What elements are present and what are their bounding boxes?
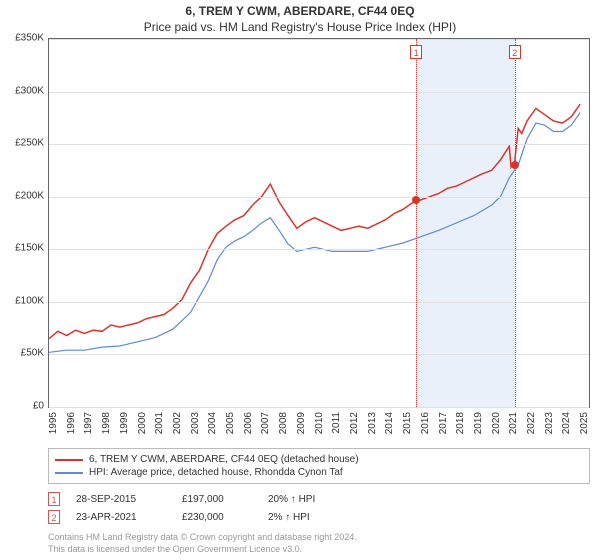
x-tick-label: 1996 [66, 412, 77, 434]
legend-item: 6, TREM Y CWM, ABERDARE, CF44 0EQ (detac… [55, 453, 583, 466]
x-tick-label: 2008 [278, 412, 289, 434]
x-tick-label: 2015 [402, 412, 413, 434]
footer-line: This data is licensed under the Open Gov… [48, 544, 590, 556]
x-tick-label: 2019 [473, 412, 484, 434]
plot-area: 12 [48, 38, 590, 408]
x-tick-label: 2001 [154, 412, 165, 434]
x-tick-label: 2000 [137, 412, 148, 434]
legend-item: HPI: Average price, detached house, Rhon… [55, 466, 583, 479]
chart-subtitle: Price paid vs. HM Land Registry's House … [0, 18, 600, 38]
x-tick-label: 2007 [260, 412, 271, 434]
vertical-marker-label: 1 [410, 45, 422, 59]
x-tick-label: 2018 [455, 412, 466, 434]
x-tick-label: 1997 [83, 412, 94, 434]
x-tick-label: 2004 [207, 412, 218, 434]
event-marker-icon: 2 [48, 510, 60, 524]
chart-container: 6, TREM Y CWM, ABERDARE, CF44 0EQ Price … [0, 0, 600, 560]
chart-title: 6, TREM Y CWM, ABERDARE, CF44 0EQ [0, 0, 600, 18]
legend-label: 6, TREM Y CWM, ABERDARE, CF44 0EQ (detac… [89, 454, 359, 465]
event-point-marker [511, 161, 519, 169]
x-tick-label: 1995 [48, 412, 59, 434]
event-date: 23-APR-2021 [76, 512, 166, 523]
y-tick-label: £250K [15, 138, 44, 149]
x-tick-label: 2020 [491, 412, 502, 434]
event-price: £230,000 [182, 512, 252, 523]
x-tick-label: 2013 [367, 412, 378, 434]
events-table: 1 28-SEP-2015 £197,000 20% ↑ HPI 2 23-AP… [48, 490, 590, 526]
x-tick-label: 2005 [225, 412, 236, 434]
x-tick-label: 2012 [349, 412, 360, 434]
x-tick-label: 2016 [420, 412, 431, 434]
y-tick-label: £0 [33, 401, 44, 412]
event-change: 2% ↑ HPI [268, 512, 310, 523]
legend: 6, TREM Y CWM, ABERDARE, CF44 0EQ (detac… [48, 448, 590, 484]
footer-attribution: Contains HM Land Registry data © Crown c… [48, 532, 590, 555]
x-tick-label: 1998 [101, 412, 112, 434]
event-row: 2 23-APR-2021 £230,000 2% ↑ HPI [48, 508, 590, 526]
legend-swatch [55, 459, 83, 461]
event-date: 28-SEP-2015 [76, 494, 166, 505]
x-tick-label: 2024 [561, 412, 572, 434]
y-axis: £0£50K£100K£150K£200K£250K£300K£350K [0, 38, 46, 408]
x-tick-label: 2010 [314, 412, 325, 434]
x-tick-label: 2021 [508, 412, 519, 434]
x-tick-label: 2025 [579, 412, 590, 434]
series-line [49, 113, 580, 353]
event-point-marker [412, 196, 420, 204]
x-tick-label: 2002 [172, 412, 183, 434]
event-change: 20% ↑ HPI [268, 494, 315, 505]
series-line [49, 104, 580, 339]
y-tick-label: £100K [15, 295, 44, 306]
vertical-marker-line [416, 39, 417, 407]
line-chart-svg [49, 39, 589, 407]
event-price: £197,000 [182, 494, 252, 505]
y-tick-label: £350K [15, 33, 44, 44]
legend-label: HPI: Average price, detached house, Rhon… [89, 467, 343, 478]
y-tick-label: £50K [21, 348, 44, 359]
x-tick-label: 2014 [384, 412, 395, 434]
y-tick-label: £300K [15, 85, 44, 96]
vertical-marker-label: 2 [509, 45, 521, 59]
footer-line: Contains HM Land Registry data © Crown c… [48, 532, 590, 544]
event-row: 1 28-SEP-2015 £197,000 20% ↑ HPI [48, 490, 590, 508]
y-tick-label: £150K [15, 243, 44, 254]
x-tick-label: 2003 [190, 412, 201, 434]
x-tick-label: 2017 [438, 412, 449, 434]
legend-swatch [55, 472, 83, 474]
x-tick-label: 2022 [526, 412, 537, 434]
x-tick-label: 2006 [243, 412, 254, 434]
event-marker-icon: 1 [48, 492, 60, 506]
y-tick-label: £200K [15, 190, 44, 201]
vertical-marker-line [515, 39, 516, 407]
x-tick-label: 2023 [544, 412, 555, 434]
x-tick-label: 2011 [331, 412, 342, 434]
x-axis: 1995 1996 1997 1998 1999 2000 2001 2002 2003 2004… [48, 408, 590, 444]
x-tick-label: 2009 [296, 412, 307, 434]
x-tick-label: 1999 [119, 412, 130, 434]
